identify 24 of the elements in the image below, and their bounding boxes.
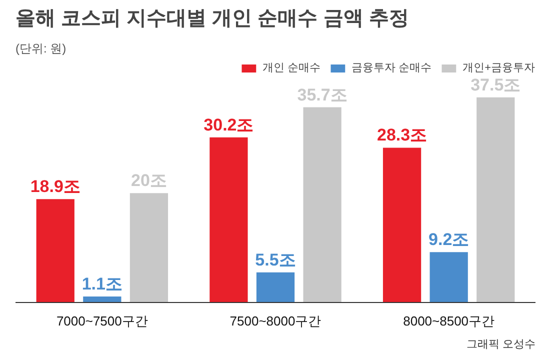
text: 그래픽 오성수 [466, 338, 536, 350]
legend-label: 금융투자 순매수 [352, 61, 432, 75]
bar [130, 193, 168, 302]
x-tick-label: 8000~8500구간 [403, 314, 495, 328]
data-label: 28.3조 [376, 126, 428, 145]
legend-label: 개인 순매수 [262, 61, 320, 75]
chart-subtitle: (단위: 원) [16, 42, 66, 56]
bar [36, 199, 74, 302]
chart-title: 올해 코스피 지수대별 개인 순매수 금액 추정 [16, 8, 409, 30]
data-label: 30.2조 [204, 115, 254, 134]
data-label: 5.5조 [255, 250, 296, 270]
bar [476, 97, 515, 302]
bar [303, 107, 342, 302]
data-label: 18.9조 [30, 177, 80, 196]
bar [256, 272, 295, 302]
data-label: 1.1조 [82, 274, 122, 294]
legend-label: 개인+금융투자 [462, 61, 535, 75]
bar [210, 137, 248, 302]
x-tick-label: 7000~7500구간 [56, 314, 148, 328]
data-label: 9.2조 [428, 230, 470, 250]
bar [430, 252, 468, 302]
bar [83, 296, 122, 302]
bar [382, 148, 422, 302]
x-tick-label: 7500~8000구간 [230, 314, 322, 328]
